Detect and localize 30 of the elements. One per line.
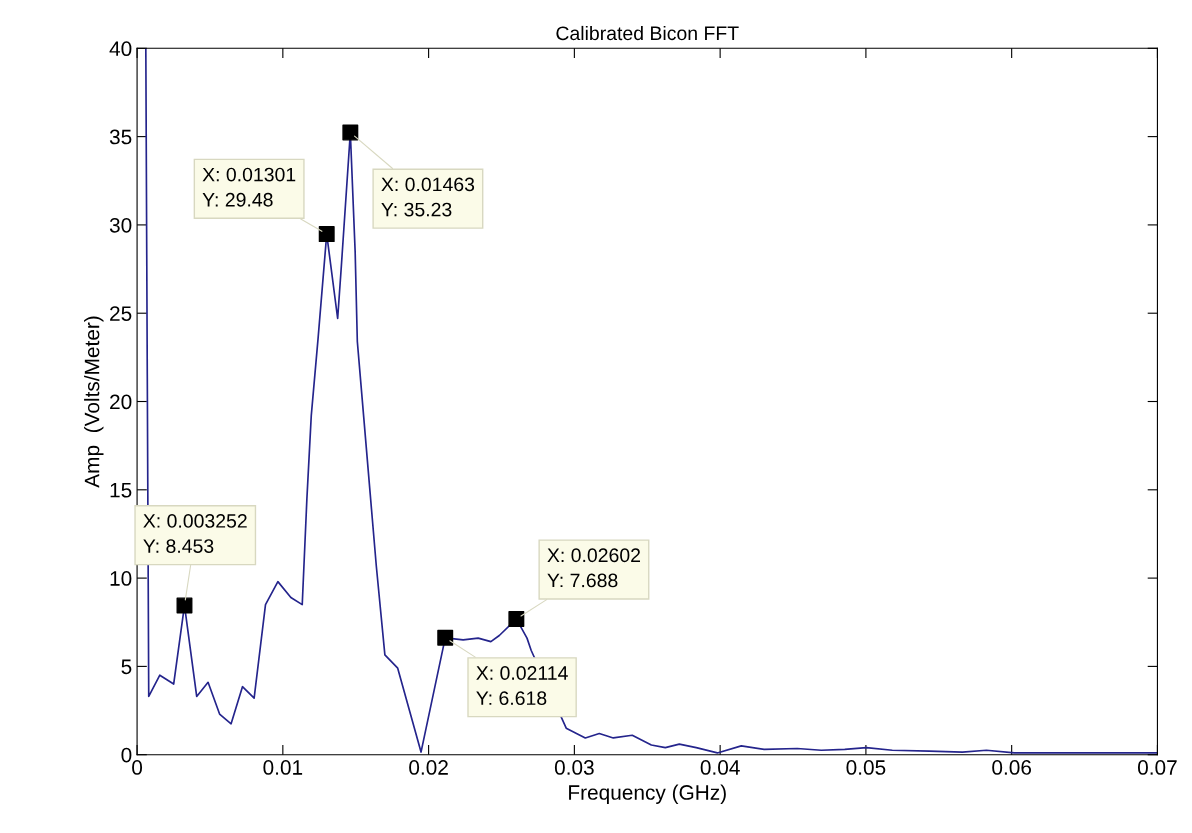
point	[176, 597, 193, 614]
x-axis-title: Frequency (GHz)	[569, 784, 726, 804]
x-tick-label: 0.06	[992, 760, 1032, 775]
x-tick-label: 0	[132, 760, 143, 775]
point	[508, 610, 525, 627]
x-tick-label: 0.07	[1137, 760, 1177, 775]
y-tick-label: 20	[110, 394, 132, 410]
y-tick-label: 25	[110, 306, 132, 321]
y-tick-label: 40	[109, 41, 132, 57]
y-tick-label: 0	[121, 747, 132, 763]
x-tick-label: 0.05	[846, 760, 886, 775]
point	[437, 629, 454, 646]
x-tick-label: 0.01	[263, 760, 303, 775]
x-tick-label: 0.03	[554, 760, 594, 775]
y-tick-label: 10	[110, 571, 132, 586]
y-tick-label: 15	[110, 483, 132, 498]
annotation: X: 0.01463 Y: 35.23	[381, 177, 475, 217]
annotation: X: 0.003252 Y: 8.453	[143, 514, 247, 553]
point	[342, 124, 359, 141]
x-tick-label: 0.02	[409, 760, 448, 775]
x-tick-label: 0.04	[700, 760, 740, 775]
point	[318, 226, 335, 243]
y-axis-title: Amp (Volts/Meter)	[84, 316, 104, 488]
y-tick-label: 35	[109, 129, 132, 145]
annotation: X: 0.02114 Y: 6.618	[476, 666, 568, 706]
annotation: X: 0.01301 Y: 29.48	[202, 167, 296, 207]
y-tick-label: 5	[121, 659, 132, 675]
y-tick-label: 30	[109, 217, 132, 233]
chart-title: Calibrated Bicon FFT	[556, 25, 739, 41]
annotation: X: 0.02602 Y: 7.688	[547, 548, 640, 588]
